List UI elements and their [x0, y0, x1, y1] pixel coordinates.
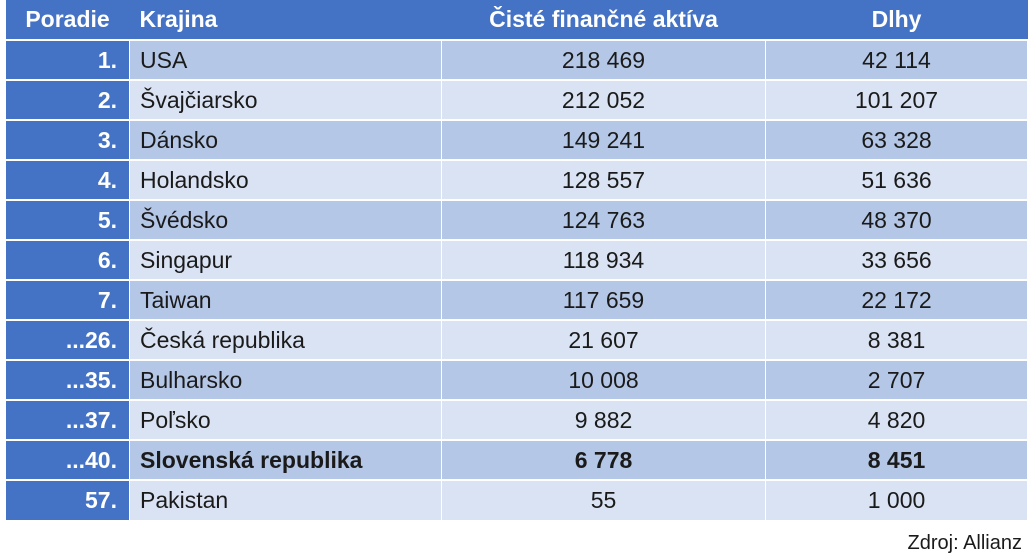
table-row: ...40. Slovenská republika 6 778 8 451 [5, 439, 1028, 481]
table-header: Poradie Krajina Čisté finančné aktíva Dl… [5, 0, 1028, 40]
cell-country: Česká republika [129, 319, 442, 361]
table-row: 6. Singapur 118 934 33 656 [5, 239, 1028, 281]
header-row: Poradie Krajina Čisté finančné aktíva Dl… [5, 0, 1028, 40]
cell-debts: 1 000 [765, 479, 1028, 521]
cell-rank: 1. [5, 39, 130, 81]
cell-debts: 2 707 [765, 359, 1028, 401]
cell-rank: 57. [5, 479, 130, 521]
cell-net-financial-assets: 55 [441, 479, 766, 521]
cell-rank: ...37. [5, 399, 130, 441]
cell-country: Taiwan [129, 279, 442, 321]
cell-country: Pakistan [129, 479, 442, 521]
cell-net-financial-assets: 6 778 [441, 439, 766, 481]
header-rank: Poradie [5, 0, 130, 40]
cell-debts: 8 451 [765, 439, 1028, 481]
cell-country: Švédsko [129, 199, 442, 241]
cell-net-financial-assets: 9 882 [441, 399, 766, 441]
cell-rank: 7. [5, 279, 130, 321]
cell-debts: 42 114 [765, 39, 1028, 81]
table-row: 2. Švajčiarsko 212 052 101 207 [5, 79, 1028, 121]
cell-rank: ...35. [5, 359, 130, 401]
cell-net-financial-assets: 124 763 [441, 199, 766, 241]
cell-debts: 22 172 [765, 279, 1028, 321]
cell-net-financial-assets: 149 241 [441, 119, 766, 161]
cell-debts: 33 656 [765, 239, 1028, 281]
table-row: 57. Pakistan 55 1 000 [5, 479, 1028, 521]
cell-rank: ...40. [5, 439, 130, 481]
cell-debts: 4 820 [765, 399, 1028, 441]
cell-rank: 4. [5, 159, 130, 201]
source-note: Zdroj: Allianz [907, 532, 1023, 554]
cell-net-financial-assets: 128 557 [441, 159, 766, 201]
table-row: 7. Taiwan 117 659 22 172 [5, 279, 1028, 321]
table-row: ...26. Česká republika 21 607 8 381 [5, 319, 1028, 361]
cell-debts: 63 328 [765, 119, 1028, 161]
table-row: ...37. Poľsko 9 882 4 820 [5, 399, 1028, 441]
wealth-table: Poradie Krajina Čisté finančné aktíva Dl… [5, 0, 1028, 521]
cell-country: Holandsko [129, 159, 442, 201]
header-country: Krajina [129, 0, 442, 40]
cell-net-financial-assets: 21 607 [441, 319, 766, 361]
table-body: 1. USA 218 469 42 114 2. Švajčiarsko 212 052 10… [5, 39, 1028, 521]
cell-country: Švajčiarsko [129, 79, 442, 121]
header-debts: Dlhy [765, 0, 1028, 40]
cell-net-financial-assets: 10 008 [441, 359, 766, 401]
table-row: 3. Dánsko 149 241 63 328 [5, 119, 1028, 161]
table-row: 1. USA 218 469 42 114 [5, 39, 1028, 81]
cell-country: USA [129, 39, 442, 81]
cell-debts: 51 636 [765, 159, 1028, 201]
cell-net-financial-assets: 218 469 [441, 39, 766, 81]
wealth-table-container: Poradie Krajina Čisté finančné aktíva Dl… [5, 0, 1028, 521]
cell-debts: 8 381 [765, 319, 1028, 361]
cell-country: Slovenská republika [129, 439, 442, 481]
cell-country: Poľsko [129, 399, 442, 441]
cell-country: Dánsko [129, 119, 442, 161]
table-row: 5. Švédsko 124 763 48 370 [5, 199, 1028, 241]
cell-debts: 101 207 [765, 79, 1028, 121]
table-row: 4. Holandsko 128 557 51 636 [5, 159, 1028, 201]
cell-rank: 6. [5, 239, 130, 281]
cell-rank: ...26. [5, 319, 130, 361]
cell-rank: 3. [5, 119, 130, 161]
cell-country: Bulharsko [129, 359, 442, 401]
table-row: ...35. Bulharsko 10 008 2 707 [5, 359, 1028, 401]
cell-rank: 2. [5, 79, 130, 121]
cell-debts: 48 370 [765, 199, 1028, 241]
cell-net-financial-assets: 117 659 [441, 279, 766, 321]
cell-rank: 5. [5, 199, 130, 241]
cell-country: Singapur [129, 239, 442, 281]
cell-net-financial-assets: 118 934 [441, 239, 766, 281]
cell-net-financial-assets: 212 052 [441, 79, 766, 121]
header-net-financial-assets: Čisté finančné aktíva [441, 0, 766, 40]
